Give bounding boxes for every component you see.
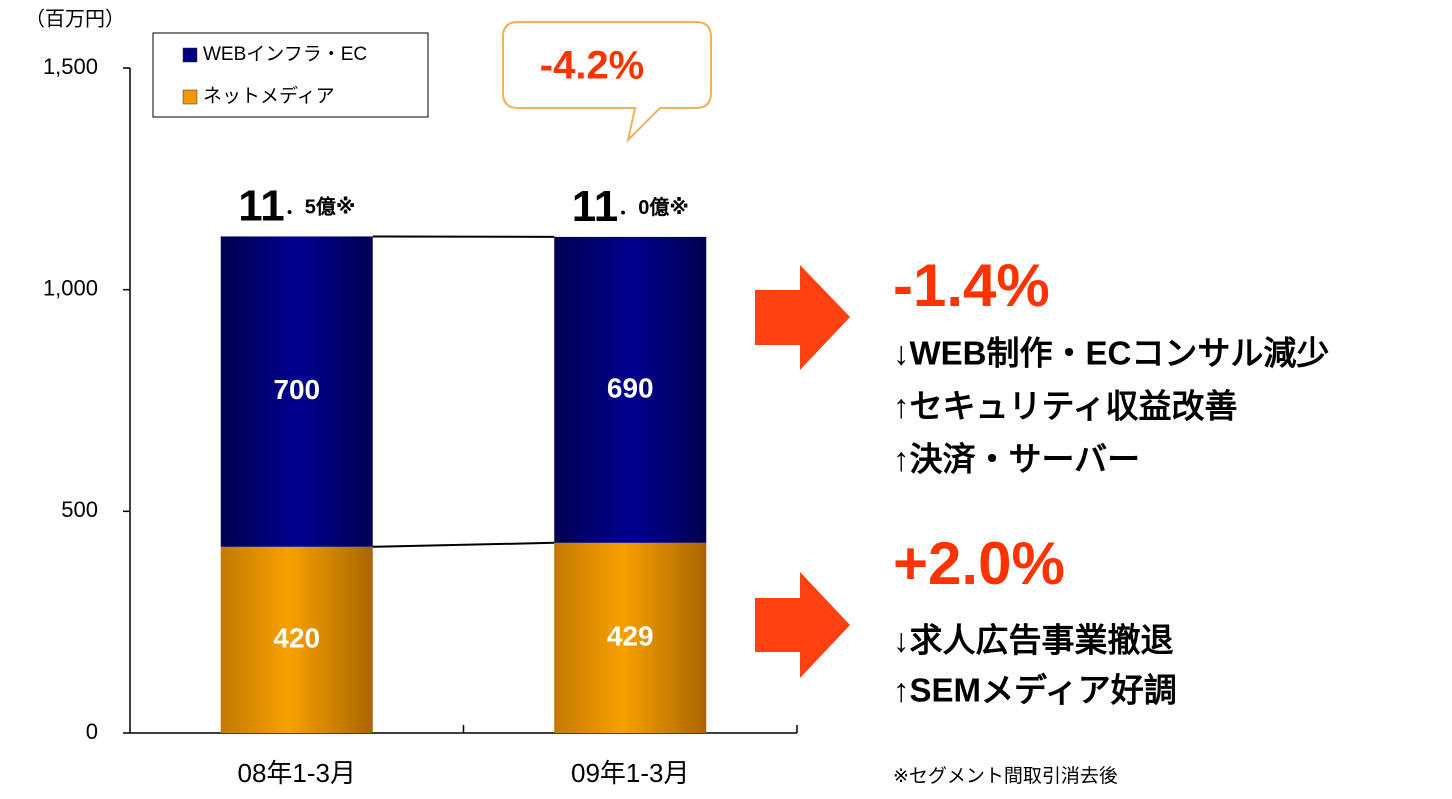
bar-value-label: 700: [273, 374, 320, 405]
legend-label: ネットメディア: [203, 85, 335, 107]
segment-note-line: ↓求人広告事業撤退: [893, 622, 1174, 659]
total-label: 11．0億※: [572, 182, 689, 231]
legend-label: WEBインフラ・EC: [203, 44, 367, 65]
total-label-big: 11: [238, 181, 285, 230]
legend-swatch: [182, 47, 198, 63]
bar-value-label: 690: [607, 372, 654, 403]
legend-swatch: [182, 89, 198, 105]
legend-box: [152, 32, 429, 118]
x-tick-label: 08年1-3月: [238, 758, 357, 788]
y-tick-label: 0: [86, 719, 98, 744]
bar-segment: [220, 236, 373, 547]
bar-segment: [554, 542, 707, 733]
bar-segment: [220, 546, 373, 733]
bar-value-label: 420: [273, 622, 320, 653]
total-label: 11．5億※: [238, 181, 355, 230]
segment-note-line: ↓WEB制作・ECコンサル減少: [893, 335, 1329, 372]
segment-change: -1.4%: [893, 252, 1050, 319]
segment-note-line: ↑決済・サーバー: [893, 441, 1140, 478]
y-tick-label: 1,500: [43, 54, 98, 79]
y-unit-label: （百万円）: [25, 7, 125, 30]
segment-note-line: ↑セキュリティ収益改善: [893, 388, 1238, 425]
total-label-big: 11: [572, 182, 619, 231]
segment-note-line: ↑SEMメディア好調: [893, 672, 1177, 709]
callout-bubble: [502, 21, 712, 144]
bar-segment: [554, 236, 707, 543]
change-callout: -4.2%: [540, 44, 645, 88]
bar-value-label: 429: [607, 620, 654, 651]
total-label-small: ．5億※: [285, 195, 356, 219]
segment-change: +2.0%: [893, 530, 1065, 597]
arrow: [755, 572, 850, 678]
arrow: [755, 265, 850, 370]
x-tick-label: 09年1-3月: [571, 758, 690, 788]
footnote: ※セグメント間取引消去後: [893, 765, 1118, 787]
total-label-small: ．0億※: [618, 195, 689, 219]
y-tick-label: 500: [61, 497, 98, 522]
y-tick-label: 1,000: [43, 275, 98, 300]
connector-line: [372, 541, 555, 548]
